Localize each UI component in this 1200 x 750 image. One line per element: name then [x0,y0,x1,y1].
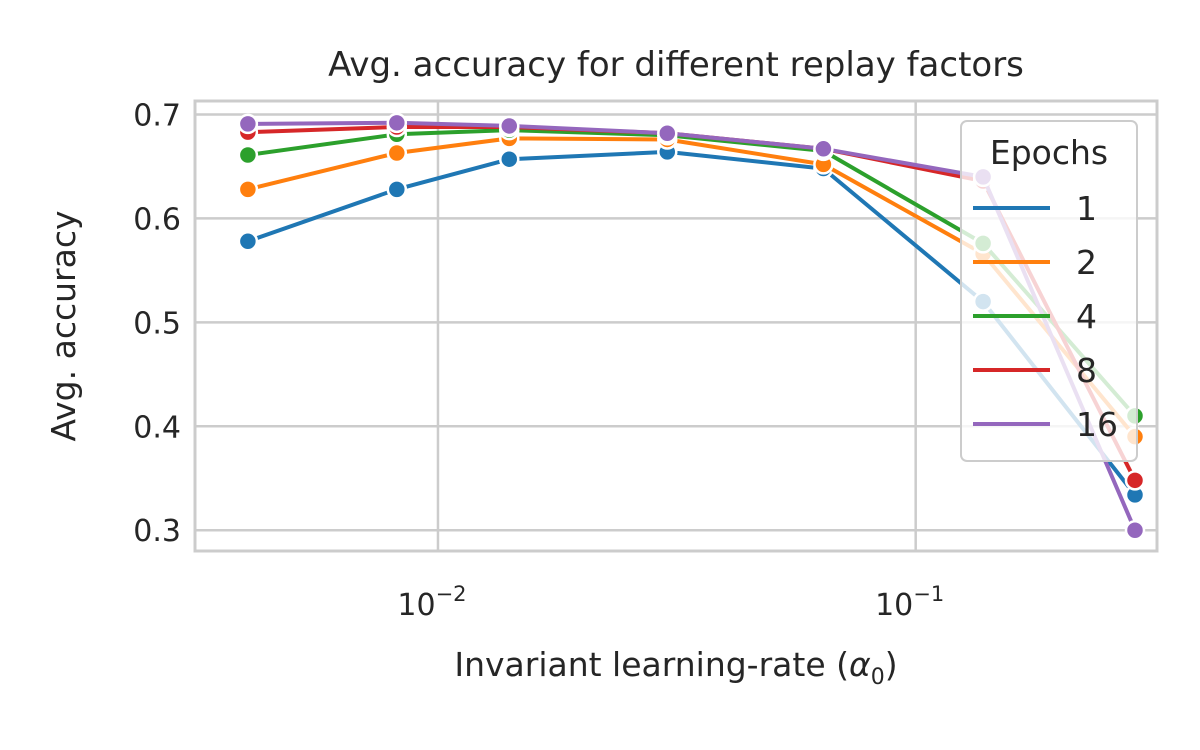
legend-entry: 8 [973,351,1097,390]
x-tick-base: 10 [875,588,913,623]
y-tick-label: 0.6 [133,202,181,237]
data-point [1124,470,1146,491]
x-tick-label: 10−1 [875,582,944,623]
legend-entries: 1 2 4 8 16 [973,189,1118,444]
y-tick-label: 0.3 [133,514,181,549]
grid [195,101,1157,551]
data-point [237,231,259,252]
legend-label: 8 [1076,351,1097,390]
data-point [499,148,520,170]
data-point [237,144,259,166]
y-tick-label: 0.4 [133,410,181,445]
data-point [657,122,678,144]
legend-label: 2 [1076,243,1097,282]
legend-entry: 2 [973,243,1097,282]
data-point [813,138,834,160]
data-point [1124,519,1146,541]
x-tick-base: 10 [397,588,435,623]
legend-entry: 1 [973,189,1097,228]
y-tick-label: 0.7 [133,99,181,134]
legend-label: 16 [1076,405,1118,444]
x-tick-exponent: −2 [436,582,467,606]
legend-title: Epochs [990,133,1108,172]
x-axis-label-symbol: α [849,645,871,684]
x-axis-label: Invariant learning-rate (α0) [454,645,897,690]
legend: Epochs 1 2 4 8 16 [960,120,1138,462]
data-point [237,179,259,200]
y-tick-label: 0.5 [133,306,181,341]
data-point [386,112,408,134]
data-point [386,142,408,164]
legend-label: 4 [1076,297,1097,336]
x-tick-exponent: −1 [913,582,944,606]
x-axis-label-subscript: 0 [871,665,885,690]
chart-title: Avg. accuracy for different replay facto… [328,45,1024,85]
data-point [237,113,259,135]
x-tick-label: 10−2 [397,582,466,623]
legend-label: 1 [1076,189,1097,228]
legend-entry: 16 [973,405,1118,444]
x-axis-label-prefix: Invariant learning-rate ( [454,645,849,684]
plot-frame [193,99,1159,553]
data-point [499,115,520,137]
legend-entry: 4 [973,297,1097,336]
tick-labels: 0.30.40.50.60.710−2 10−1 [133,99,944,623]
y-axis-label: Avg. accuracy [44,211,83,442]
data-point [386,179,408,200]
x-axis-label-suffix: ) [885,645,898,684]
